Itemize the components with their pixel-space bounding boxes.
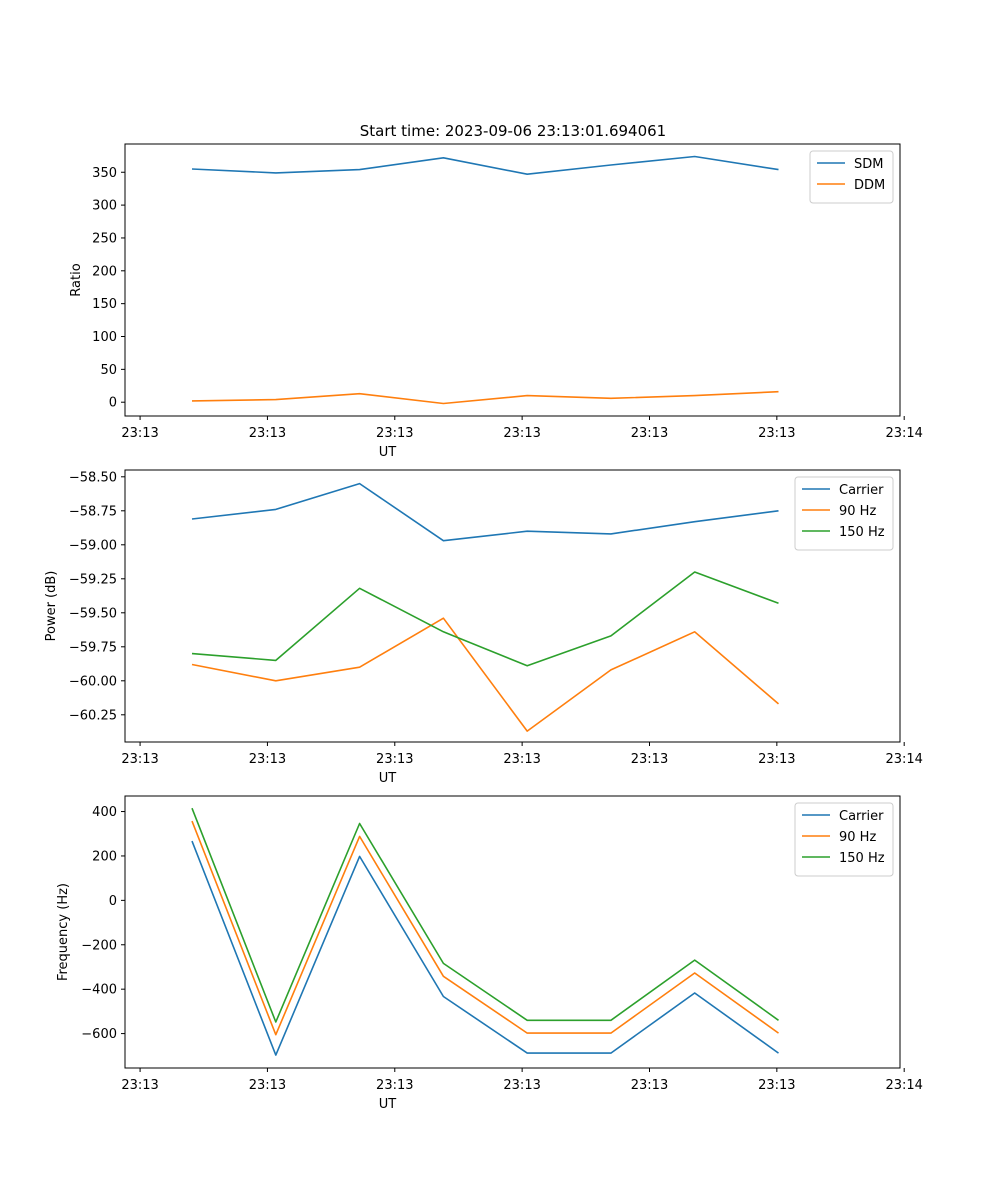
ratio-panel: 23:13 23:13 23:13 23:13 23:13 23:13 23:14 0 50 10… xyxy=(69,143,923,460)
frequency-x-axis-label: UT xyxy=(379,1097,397,1112)
ratio-y-tick-label: 50 xyxy=(100,363,117,378)
power-series-line-90-hz xyxy=(191,617,780,732)
ratio-legend: SDM DDM xyxy=(809,150,894,204)
ratio-legend-label: SDM xyxy=(854,157,883,172)
frequency-y-tick-label: −200 xyxy=(81,938,117,953)
frequency-axes-frame xyxy=(124,795,901,1069)
ratio-y-axis-label: Ratio xyxy=(69,263,84,296)
power-x-tick-label: 23:13 xyxy=(376,752,413,767)
frequency-y-tick-label: 200 xyxy=(92,849,117,864)
frequency-panel: 23:13 23:13 23:13 23:13 23:13 23:13 23:14 −600 −… xyxy=(56,795,923,1112)
frequency-legend: Carrier 90 Hz 150 Hz xyxy=(794,802,894,877)
ratio-y-tick-label: 0 xyxy=(109,396,117,411)
figure-title: Start time: 2023-09-06 23:13:01.694061 xyxy=(360,122,666,140)
frequency-y-tick-label: 0 xyxy=(109,894,117,909)
power-panel: 23:13 23:13 23:13 23:13 23:13 23:13 23:14 −60.2… xyxy=(44,469,923,786)
ratio-y-tick-label: 350 xyxy=(92,166,117,181)
ratio-x-tick-label: 23:14 xyxy=(885,426,922,441)
ratio-x-tick-label: 23:13 xyxy=(121,426,158,441)
frequency-series-line-150-hz xyxy=(191,807,779,1023)
frequency-series-line-90-hz xyxy=(191,820,779,1036)
frequency-y-tick-label: −400 xyxy=(81,983,117,998)
ratio-legend-box xyxy=(809,150,894,204)
ratio-x-tick-label: 23:13 xyxy=(631,426,668,441)
ratio-series-line-sdm xyxy=(191,155,779,175)
power-legend: Carrier 90 Hz 150 Hz xyxy=(794,476,894,551)
power-x-tick-label: 23:13 xyxy=(758,752,795,767)
power-legend-label: 150 Hz xyxy=(839,525,885,540)
frequency-x-tick-label: 23:13 xyxy=(121,1078,158,1093)
power-y-tick-label: −60.00 xyxy=(69,674,117,689)
frequency-x-tick-label: 23:13 xyxy=(249,1078,286,1093)
power-x-tick-label: 23:14 xyxy=(885,752,922,767)
power-x-tick-label: 23:13 xyxy=(631,752,668,767)
frequency-y-tick-label: −600 xyxy=(81,1027,117,1042)
ratio-y-tick-label: 150 xyxy=(92,297,117,312)
ratio-y-tick-label: 100 xyxy=(92,330,117,345)
frequency-y-tick-label: 400 xyxy=(92,805,117,820)
power-series-line-carrier xyxy=(191,482,779,542)
frequency-series-line-carrier xyxy=(191,840,779,1056)
frequency-x-tick-label: 23:13 xyxy=(631,1078,668,1093)
ratio-y-tick-label: 200 xyxy=(92,264,117,279)
power-legend-label: Carrier xyxy=(839,483,884,498)
power-x-axis-label: UT xyxy=(379,771,397,786)
ratio-x-tick-label: 23:13 xyxy=(758,426,795,441)
frequency-y-axis-label: Frequency (Hz) xyxy=(56,883,71,981)
frequency-legend-label: Carrier xyxy=(839,809,884,824)
ratio-x-axis-label: UT xyxy=(379,445,397,460)
power-x-tick-label: 23:13 xyxy=(121,752,158,767)
ratio-x-tick-label: 23:13 xyxy=(249,426,286,441)
power-series-line-150-hz xyxy=(191,571,779,667)
frequency-x-tick-label: 23:14 xyxy=(885,1078,922,1093)
ratio-x-tick-label: 23:13 xyxy=(376,426,413,441)
ratio-series-line-ddm xyxy=(191,390,779,405)
power-y-tick-label: −60.25 xyxy=(69,708,117,723)
ratio-y-tick-label: 300 xyxy=(92,199,117,214)
frequency-x-tick-label: 23:13 xyxy=(376,1078,413,1093)
power-y-tick-label: −59.75 xyxy=(69,640,117,655)
power-legend-label: 90 Hz xyxy=(839,504,876,519)
frequency-legend-label: 150 Hz xyxy=(839,851,885,866)
frequency-x-tick-label: 23:13 xyxy=(758,1078,795,1093)
power-y-axis-label: Power (dB) xyxy=(44,571,59,642)
ratio-x-tick-label: 23:13 xyxy=(503,426,540,441)
power-axes-frame xyxy=(124,469,901,743)
power-y-tick-label: −59.00 xyxy=(69,538,117,553)
ratio-axes-frame xyxy=(124,143,901,417)
power-x-tick-label: 23:13 xyxy=(249,752,286,767)
power-x-tick-label: 23:13 xyxy=(503,752,540,767)
ratio-legend-label: DDM xyxy=(854,178,885,193)
power-y-tick-label: −58.75 xyxy=(69,504,117,519)
frequency-x-tick-label: 23:13 xyxy=(503,1078,540,1093)
frequency-legend-label: 90 Hz xyxy=(839,830,876,845)
ratio-y-tick-label: 250 xyxy=(92,231,117,246)
power-y-tick-label: −59.25 xyxy=(69,572,117,587)
power-y-tick-label: −58.50 xyxy=(69,470,117,485)
power-y-tick-label: −59.50 xyxy=(69,606,117,621)
